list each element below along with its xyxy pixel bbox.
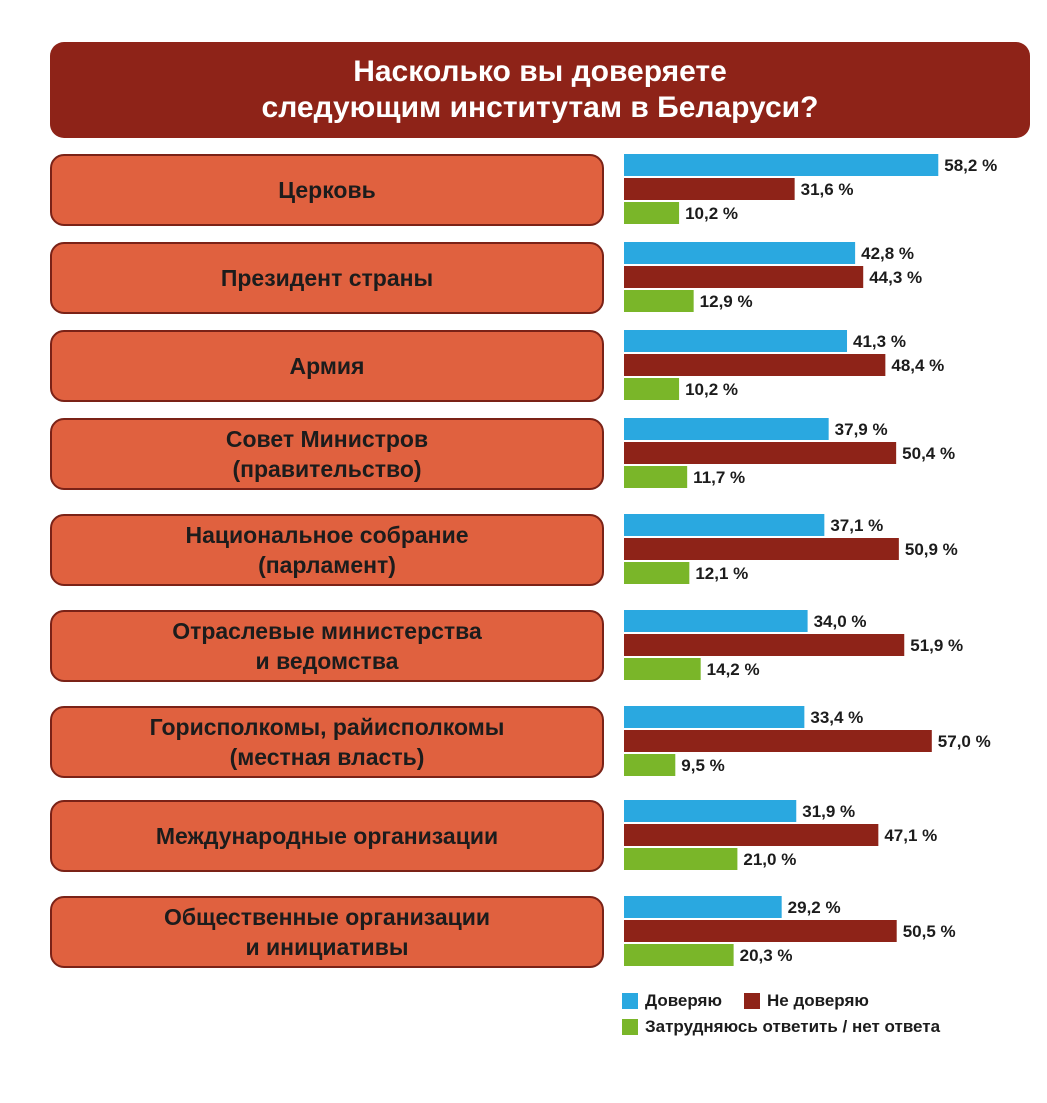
legend-item-undecided: Затрудняюсь ответить / нет ответа (622, 1017, 940, 1037)
data-label-undecided: 12,1 % (695, 564, 748, 583)
bar-trust (624, 418, 829, 440)
bar-trust (624, 800, 797, 822)
bar-distrust (624, 634, 905, 656)
category-label-line2: и инициативы (245, 934, 409, 960)
bar-undecided (624, 658, 701, 680)
data-label-trust: 33,4 % (810, 708, 863, 727)
data-label-distrust: 51,9 % (910, 636, 963, 655)
category-label-line2: и ведомства (255, 648, 399, 674)
category-label-line2: (правительство) (232, 456, 422, 482)
category-label-line1: Национальное собрание (185, 522, 469, 548)
chart-title-line1: Насколько вы доверяете (353, 55, 727, 88)
bar-trust (624, 896, 782, 918)
bar-trust (624, 154, 939, 176)
bar-trust (624, 514, 825, 536)
category-label-line2: (местная власть) (229, 744, 425, 770)
legend: Доверяю Не доверяю Затрудняюсь ответить … (622, 988, 962, 1040)
bar-undecided (624, 562, 690, 584)
data-label-distrust: 47,1 % (884, 826, 937, 845)
bar-distrust (624, 730, 932, 752)
bar-trust (624, 610, 808, 632)
category-label-line1: Церковь (278, 177, 376, 203)
data-label-trust: 29,2 % (788, 898, 841, 917)
legend-item-distrust: Не доверяю (743, 991, 869, 1011)
chart-title-line2: следующим институтам в Беларуси? (261, 91, 819, 124)
category-box: Национальное собрание (парламент) (50, 514, 604, 586)
category-label-line1: Отраслевые министерства (172, 618, 482, 644)
legend-label-trust: Доверяю (645, 991, 722, 1010)
bar-distrust (624, 920, 897, 942)
data-label-trust: 58,2 % (944, 156, 997, 175)
bar-undecided (624, 378, 680, 400)
category-label-line1: Общественные организации (163, 904, 491, 930)
bar-trust (624, 706, 805, 728)
bar-distrust (624, 538, 899, 560)
data-label-trust: 42,8 % (861, 244, 914, 263)
legend-item-trust: Доверяю (622, 991, 722, 1011)
data-label-trust: 34,0 % (814, 612, 867, 631)
data-label-distrust: 57,0 % (938, 732, 991, 751)
legend-label-distrust: Не доверяю (766, 991, 869, 1010)
legend-swatch-undecided (622, 1019, 638, 1035)
data-label-distrust: 31,6 % (801, 180, 854, 199)
chart-title: Насколько вы доверяете следующим институ… (50, 42, 1030, 138)
data-label-undecided: 11,7 % (693, 468, 745, 487)
category-label-line1: Президент страны (220, 265, 434, 291)
data-label-distrust: 44,3 % (869, 268, 922, 287)
category-label-line1: Международные организации (155, 823, 499, 849)
bar-undecided (624, 848, 738, 870)
category-box: Отраслевые министерства и ведомства (50, 610, 604, 682)
data-label-distrust: 50,5 % (903, 922, 956, 941)
legend-swatch-trust (622, 993, 638, 1009)
data-label-undecided: 10,2 % (685, 204, 738, 223)
data-label-trust: 37,9 % (835, 420, 888, 439)
data-label-distrust: 50,4 % (902, 444, 955, 463)
data-label-trust: 31,9 % (802, 802, 855, 821)
category-box: Президент страны (50, 242, 604, 314)
legend-label-undecided: Затрудняюсь ответить / нет ответа (645, 1017, 941, 1036)
bar-distrust (624, 442, 897, 464)
bar-trust (624, 242, 856, 264)
bar-distrust (624, 824, 879, 846)
bar-undecided (624, 290, 694, 312)
data-label-trust: 41,3 % (853, 332, 906, 351)
category-box: Горисполкомы, райисполкомы (местная власт… (50, 706, 604, 778)
bar-trust (624, 330, 848, 352)
category-label-line1: Армия (289, 353, 365, 379)
bar-undecided (624, 754, 676, 776)
bar-distrust (624, 354, 886, 376)
bar-undecided (624, 466, 688, 488)
data-label-undecided: 9,5 % (681, 756, 724, 775)
data-label-undecided: 21,0 % (743, 850, 796, 869)
data-label-distrust: 48,4 % (891, 356, 944, 375)
data-label-undecided: 10,2 % (685, 380, 738, 399)
bar-undecided (624, 202, 680, 224)
data-label-distrust: 50,9 % (905, 540, 958, 559)
category-label-line1: Совет Министров (225, 426, 429, 452)
category-box: Международные организации (50, 800, 604, 872)
data-label-undecided: 20,3 % (740, 946, 793, 965)
bar-undecided (624, 944, 734, 966)
category-label-line1: Горисполкомы, райисполкомы (149, 714, 505, 740)
legend-swatch-distrust (743, 993, 760, 1009)
category-box: Армия (50, 330, 604, 402)
data-label-undecided: 14,2 % (707, 660, 760, 679)
bar-distrust (624, 266, 864, 288)
data-label-trust: 37,1 % (830, 516, 883, 535)
category-box: Общественные организации и инициативы (50, 896, 604, 968)
category-box: Совет Министров (правительство) (50, 418, 604, 490)
bar-distrust (624, 178, 795, 200)
category-box: Церковь (50, 154, 604, 226)
data-label-undecided: 12,9 % (700, 292, 753, 311)
category-label-line2: (парламент) (258, 552, 396, 578)
